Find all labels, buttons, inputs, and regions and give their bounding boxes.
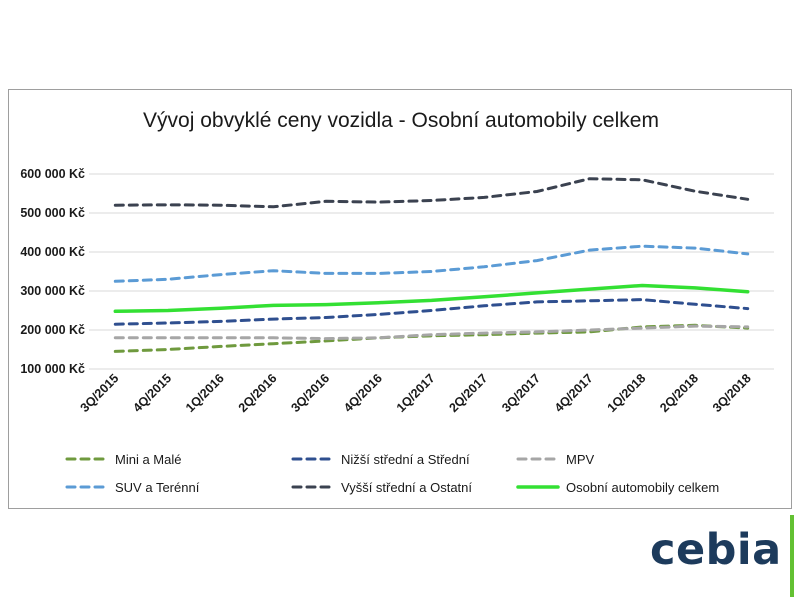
series-line-2 xyxy=(113,324,750,341)
x-tick-label: 3Q/2015 xyxy=(78,371,122,415)
x-tick-label: 1Q/2017 xyxy=(394,371,438,415)
legend-label: Osobní automobily celkem xyxy=(566,480,719,495)
x-tick-label: 2Q/2018 xyxy=(657,371,701,415)
y-tick-label: 300 000 Kč xyxy=(20,284,85,298)
x-tick-label: 3Q/2018 xyxy=(710,371,754,415)
legend-label: Mini a Malé xyxy=(115,452,181,467)
x-tick-label: 4Q/2017 xyxy=(552,371,596,415)
x-tick-label: 2Q/2017 xyxy=(446,371,490,415)
x-tick-label: 1Q/2016 xyxy=(183,371,227,415)
line-chart: Vývoj obvyklé ceny vozidla - Osobní auto… xyxy=(20,109,774,495)
logo-accent-bar xyxy=(790,515,794,597)
chart-frame: Vývoj obvyklé ceny vozidla - Osobní auto… xyxy=(8,89,792,509)
legend-label: SUV a Terénní xyxy=(115,480,200,495)
y-tick-label: 500 000 Kč xyxy=(20,206,85,220)
series-line-0 xyxy=(113,323,750,353)
legend-label: Nižší střední a Střední xyxy=(341,452,470,467)
y-tick-label: 400 000 Kč xyxy=(20,245,85,259)
y-tick-label: 100 000 Kč xyxy=(20,362,85,376)
chart-title: Vývoj obvyklé ceny vozidla - Osobní auto… xyxy=(143,109,659,132)
series-line-5 xyxy=(113,283,750,314)
series-line-1 xyxy=(113,298,750,326)
series-line-4 xyxy=(113,177,750,209)
cebia-logo: cebia xyxy=(650,525,782,575)
x-tick-label: 3Q/2017 xyxy=(499,371,543,415)
x-tick-label: 4Q/2015 xyxy=(130,371,174,415)
legend-label: Vyšší střední a Ostatní xyxy=(341,480,472,495)
legend-label: MPV xyxy=(566,452,595,467)
series-line-3 xyxy=(113,244,750,283)
y-tick-label: 600 000 Kč xyxy=(20,167,85,181)
y-tick-label: 200 000 Kč xyxy=(20,323,85,337)
x-tick-label: 2Q/2016 xyxy=(236,371,280,415)
x-tick-label: 1Q/2018 xyxy=(605,371,649,415)
x-tick-label: 3Q/2016 xyxy=(288,371,332,415)
x-tick-label: 4Q/2016 xyxy=(341,371,385,415)
